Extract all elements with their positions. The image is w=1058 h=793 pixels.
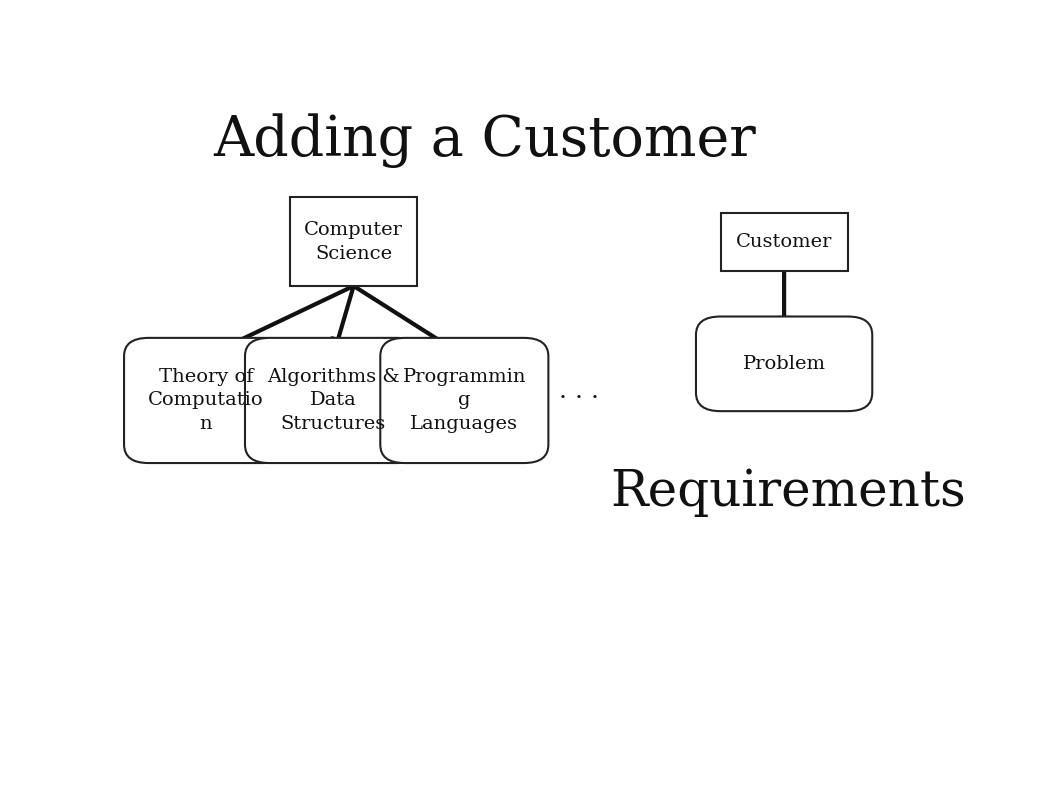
FancyBboxPatch shape	[720, 213, 847, 270]
Text: Problem: Problem	[743, 354, 825, 373]
Text: . . .: . . .	[559, 380, 599, 403]
Text: Adding a Customer: Adding a Customer	[214, 113, 756, 168]
FancyBboxPatch shape	[696, 316, 872, 411]
Text: Customer: Customer	[736, 232, 833, 251]
Text: Computer
Science: Computer Science	[305, 221, 403, 262]
FancyBboxPatch shape	[245, 338, 421, 463]
Text: Requirements: Requirements	[610, 467, 966, 517]
FancyBboxPatch shape	[380, 338, 548, 463]
Text: Theory of
Computatio
n: Theory of Computatio n	[148, 368, 263, 433]
Text: Programmin
g
Languages: Programmin g Languages	[403, 368, 526, 433]
Text: Algorithms &
Data
Structures: Algorithms & Data Structures	[267, 368, 400, 433]
FancyBboxPatch shape	[290, 197, 417, 286]
FancyBboxPatch shape	[124, 338, 288, 463]
